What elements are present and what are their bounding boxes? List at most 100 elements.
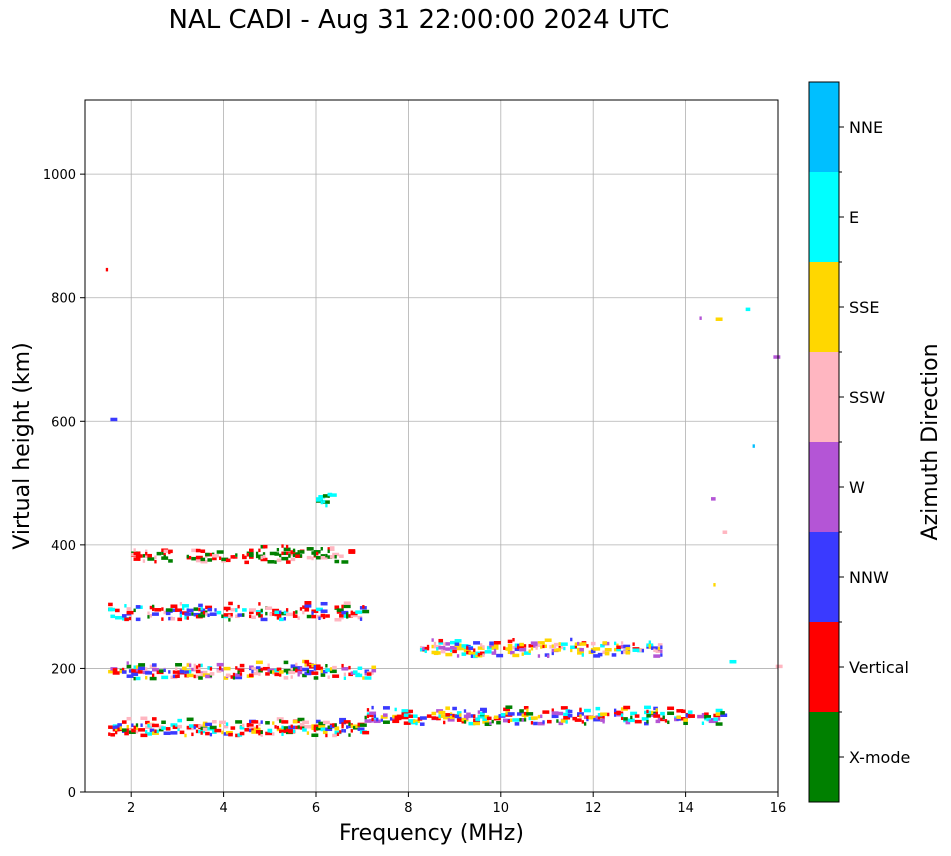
echo-point: [115, 615, 122, 620]
echo-point: [175, 663, 183, 667]
echo-point: [657, 717, 665, 722]
echo-point: [507, 639, 513, 644]
echo-point: [242, 608, 247, 612]
echo-point: [135, 617, 141, 622]
echo-point: [646, 720, 649, 724]
echo-point: [283, 676, 289, 680]
echo-point: [477, 646, 485, 650]
echo-point: [528, 644, 536, 648]
echo-point: [304, 724, 312, 729]
echo-point: [151, 663, 157, 667]
echo-point: [369, 713, 374, 718]
echo-point: [343, 672, 347, 677]
echo-point: [489, 644, 497, 648]
echo-point: [466, 712, 471, 717]
echo-point: [466, 716, 469, 720]
echo-point: [255, 551, 259, 556]
echo-point: [773, 355, 781, 359]
echo-point: [717, 717, 721, 721]
echo-point: [179, 613, 183, 618]
echo-point: [202, 610, 206, 615]
echo-point: [235, 666, 238, 670]
echo-point: [253, 727, 261, 732]
echo-point: [320, 555, 328, 560]
echo-point: [311, 611, 314, 615]
echo-point: [251, 730, 259, 734]
echo-point: [579, 714, 582, 718]
echo-point: [320, 727, 328, 732]
echo-point: [177, 617, 183, 622]
echo-point: [126, 664, 132, 669]
echo-point: [175, 606, 178, 611]
echo-point: [260, 720, 263, 724]
echo-point: [482, 709, 487, 713]
echo-point: [551, 644, 554, 648]
echo-point: [590, 641, 596, 646]
echo-point: [108, 669, 116, 674]
echo-point: [279, 729, 286, 734]
echo-point: [283, 551, 286, 555]
echo-point: [288, 552, 296, 557]
echo-point: [198, 663, 201, 668]
x-tick-label: 14: [677, 801, 694, 816]
echo-point: [193, 663, 196, 668]
echo-point: [242, 555, 247, 560]
echo-point: [627, 718, 635, 723]
x-axis-label: Frequency (MHz): [339, 821, 524, 846]
echo-point: [583, 708, 591, 713]
echo-point: [112, 671, 120, 675]
echo-point: [641, 717, 649, 721]
echo-point: [216, 669, 222, 673]
echo-point: [382, 706, 390, 710]
echo-point: [318, 495, 326, 499]
echo-point: [565, 720, 568, 724]
echo-point: [519, 642, 524, 647]
echo-point: [558, 645, 561, 650]
echo-point: [456, 718, 464, 722]
echo-point: [170, 604, 178, 608]
echo-point: [316, 497, 323, 501]
echo-point: [290, 557, 296, 562]
echo-point: [530, 641, 538, 645]
echo-point: [366, 708, 370, 712]
plot-frame: [84, 99, 779, 793]
echo-point: [158, 669, 164, 673]
echo-point: [313, 667, 316, 671]
echo-point: [371, 665, 377, 670]
echo-point: [108, 732, 111, 736]
echo-point: [235, 553, 238, 557]
echo-point: [255, 725, 259, 729]
echo-point: [191, 548, 199, 553]
echo-point: [175, 674, 180, 678]
echo-point: [558, 642, 561, 646]
echo-point: [329, 667, 333, 671]
echo-point: [343, 729, 347, 733]
echo-point: [200, 606, 203, 611]
echo-point: [701, 712, 705, 717]
echo-point: [341, 560, 349, 564]
echo-point: [613, 708, 617, 713]
echo-point: [433, 641, 437, 646]
echo-point: [165, 727, 171, 731]
echo-point: [648, 645, 651, 649]
echo-point: [447, 718, 455, 722]
echo-point: [246, 553, 250, 557]
echo-point: [687, 710, 693, 714]
echo-point: [551, 708, 554, 712]
echo-point: [193, 667, 201, 671]
echo-point: [191, 556, 199, 561]
echo-point: [579, 707, 582, 712]
echo-point: [295, 668, 303, 673]
echo-point: [563, 716, 571, 720]
echo-point: [537, 643, 541, 648]
echo-point: [611, 653, 617, 657]
echo-point: [431, 638, 434, 642]
echo-point: [336, 726, 340, 730]
colorbar-tick-label: E: [849, 208, 859, 227]
echo-point: [341, 663, 344, 668]
echo-point: [207, 613, 210, 618]
echo-point: [329, 669, 337, 674]
echo-point: [230, 607, 238, 612]
echo-point: [235, 608, 238, 613]
echo-point: [646, 709, 649, 714]
